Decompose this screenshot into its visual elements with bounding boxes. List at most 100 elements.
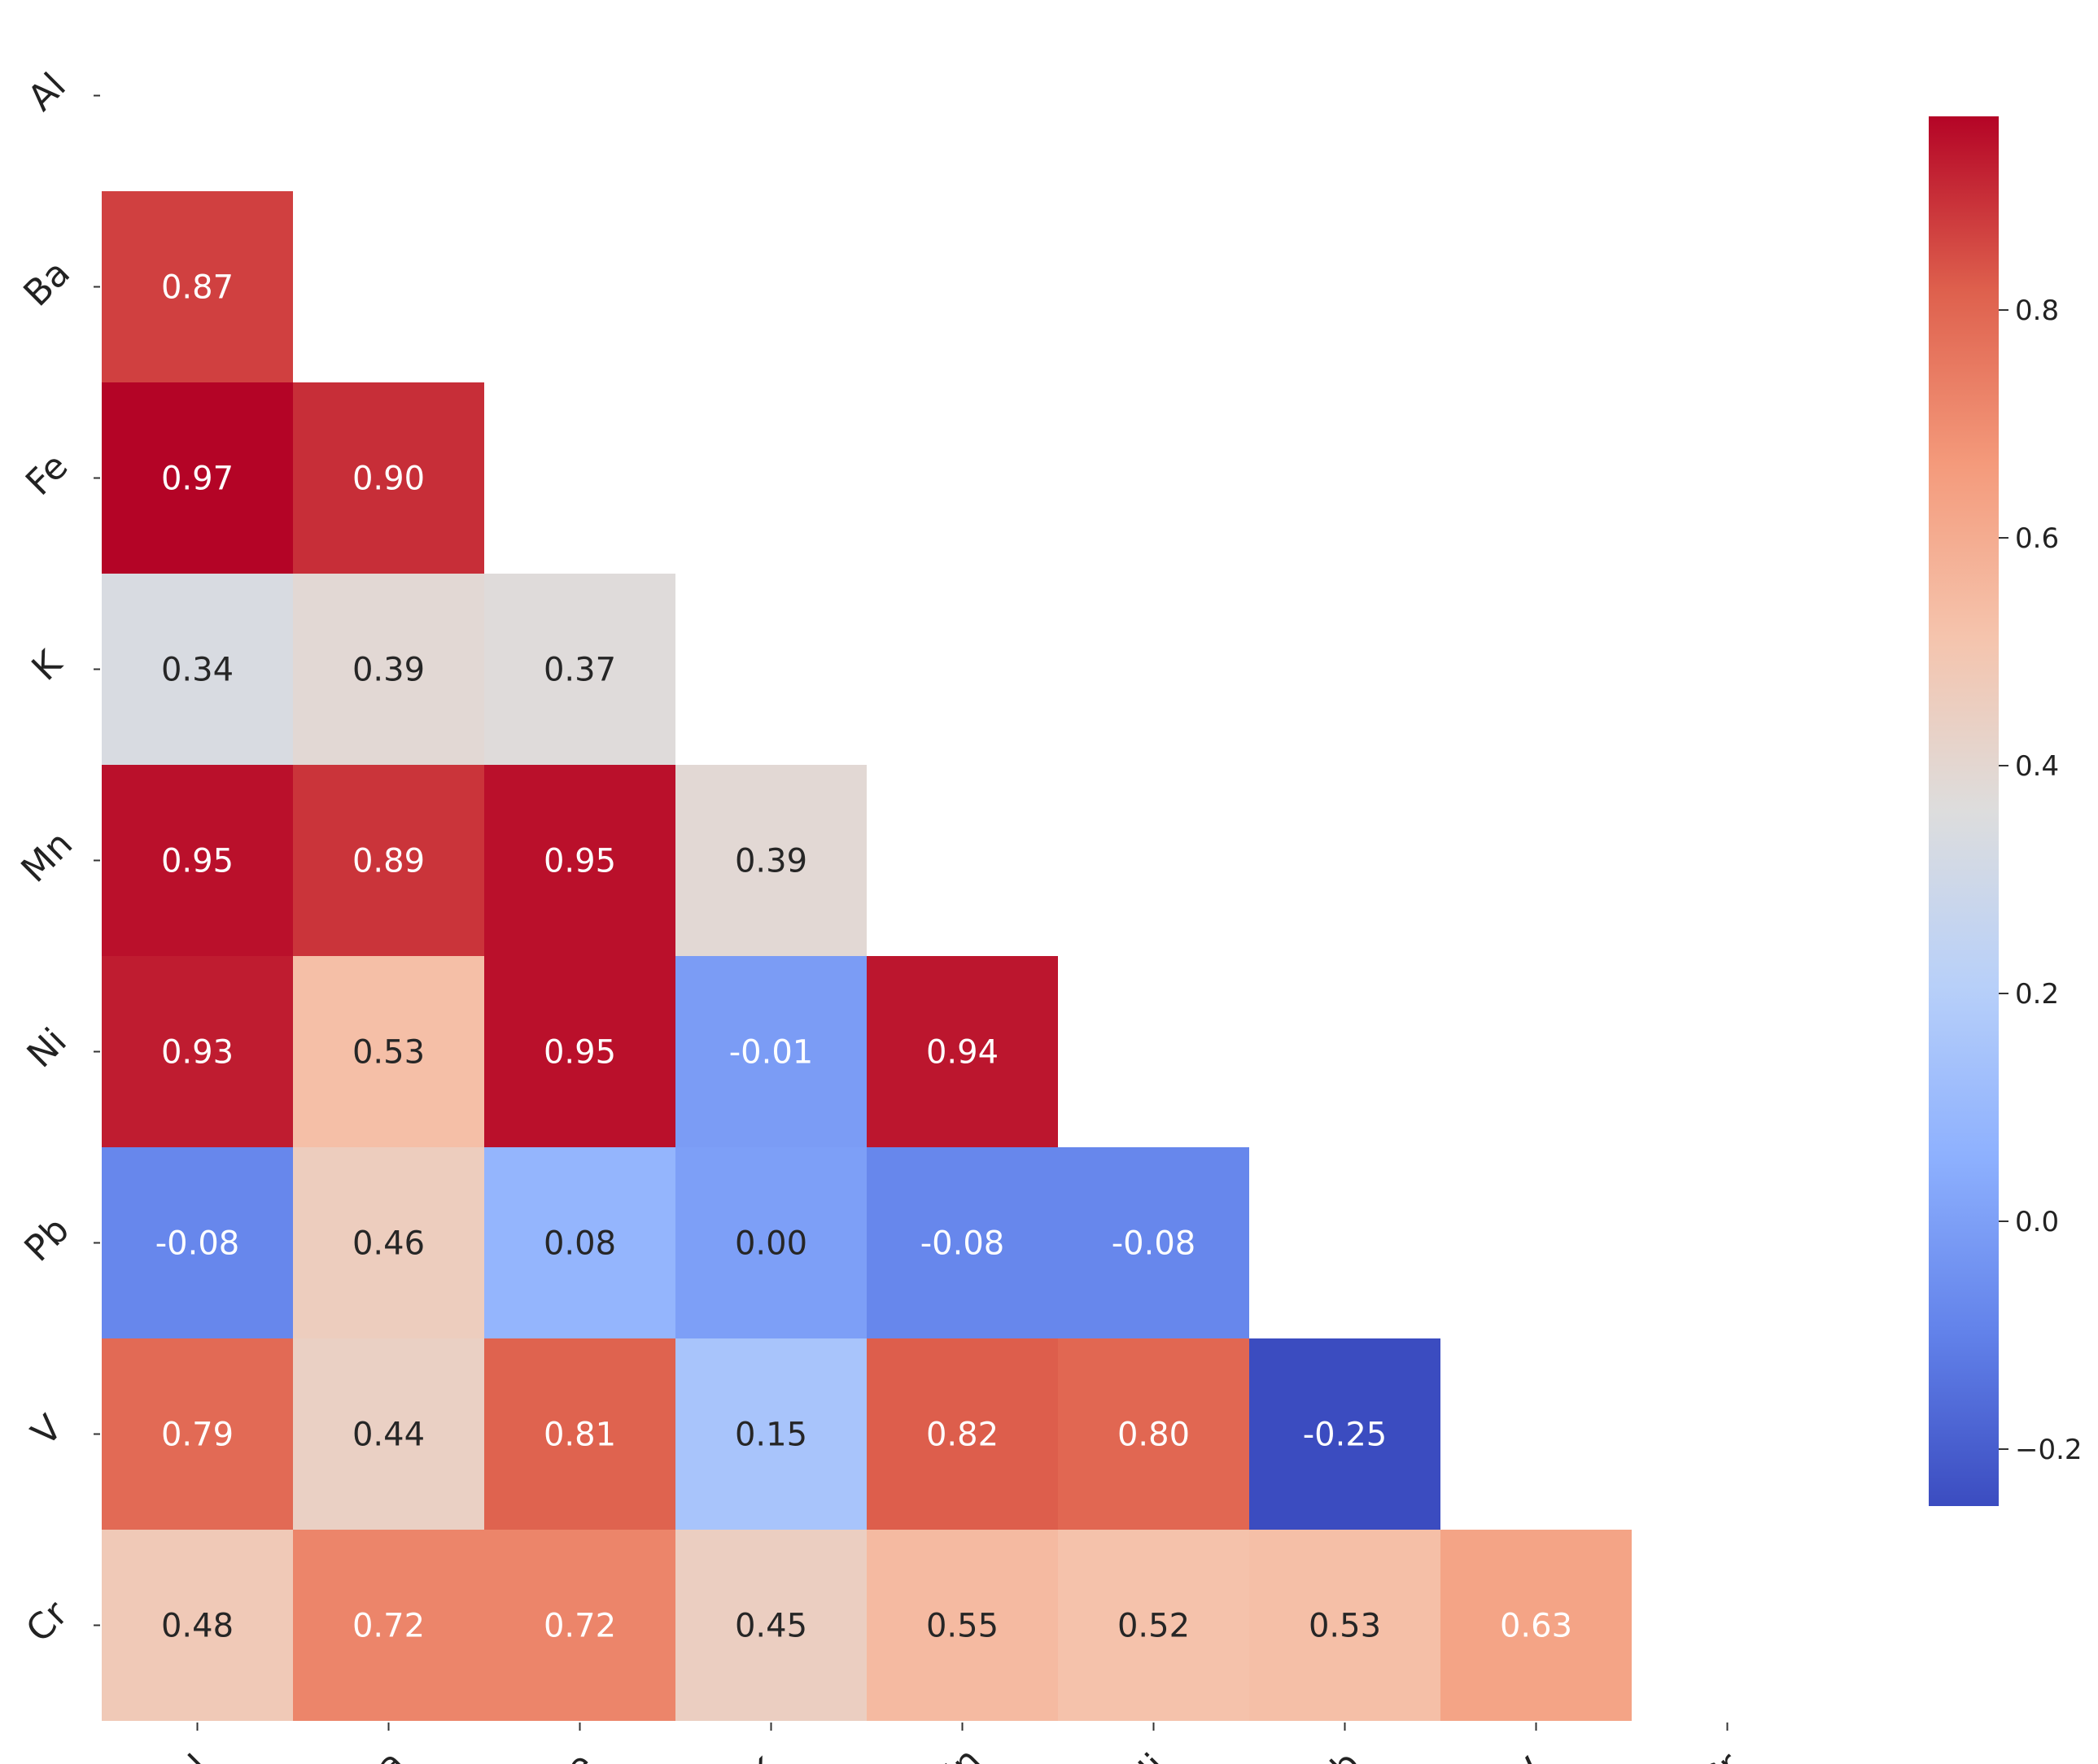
y-axis-ticks: Al Ba Fe K Mn Ni Pb V Cr xyxy=(13,65,100,1651)
y-tick-label-v: V xyxy=(24,1408,70,1454)
cell-value-v-fe: 0.81 xyxy=(544,1417,616,1454)
cell-value-pb-fe: 0.08 xyxy=(544,1225,616,1263)
heatmap-cell-pb-al xyxy=(102,1147,293,1338)
cell-value-v-k: 0.15 xyxy=(735,1417,807,1454)
cell-value-cr-pb: 0.53 xyxy=(1309,1608,1381,1645)
cell-value-v-mn: 0.82 xyxy=(926,1417,999,1454)
cell-value-cr-mn: 0.55 xyxy=(926,1608,999,1645)
heatmap-cell-k-fe xyxy=(484,574,675,765)
cell-value-mn-fe: 0.95 xyxy=(544,843,616,880)
x-tick-label-ni: Ni xyxy=(1119,1746,1174,1764)
heatmap-cell-mn-ba xyxy=(293,765,484,956)
cell-value-v-pb: -0.25 xyxy=(1303,1417,1388,1454)
x-tick-label-v: V xyxy=(1506,1750,1553,1764)
heatmap-cell-k-ba xyxy=(293,574,484,765)
y-tick-label-fe: Fe xyxy=(18,446,76,504)
cell-value-fe-al: 0.97 xyxy=(161,461,234,498)
cell-value-pb-al: -0.08 xyxy=(155,1225,240,1263)
colorbar-tick-label-0_2: 0.2 xyxy=(2015,978,2059,1011)
cell-value-ni-ba: 0.53 xyxy=(352,1034,425,1072)
cell-value-cr-ba: 0.72 xyxy=(352,1608,425,1645)
heatmap-cell-cr-ni xyxy=(1058,1530,1249,1721)
x-tick-label-ba: Ba xyxy=(351,1743,413,1764)
cell-value-k-fe: 0.37 xyxy=(544,652,616,689)
heatmap-cell-cr-ba xyxy=(293,1530,484,1721)
heatmap-cell-fe-al xyxy=(102,382,293,574)
cell-value-ni-fe: 0.95 xyxy=(544,1034,616,1072)
cell-value-ba-al: 0.87 xyxy=(161,269,234,307)
cell-value-cr-al: 0.48 xyxy=(161,1608,234,1645)
colorbar-tick-label-neg0_2: −0.2 xyxy=(2015,1434,2083,1466)
heatmap-cell-cr-fe xyxy=(484,1530,675,1721)
x-axis-ticks: Al Ba Fe K Mn Ni Pb V Cr xyxy=(164,1723,1750,1764)
cell-value-pb-ni: -0.08 xyxy=(1112,1225,1196,1263)
heatmap-cell-pb-fe xyxy=(484,1147,675,1338)
colorbar-tick-label-0_4: 0.4 xyxy=(2015,750,2059,783)
cell-value-cr-ni: 0.52 xyxy=(1117,1608,1190,1645)
heatmap-cell-ba-al xyxy=(102,191,293,382)
heatmap-cell-v-al xyxy=(102,1338,293,1530)
colorbar: −0.2 0.0 0.2 0.4 0.6 0.8 xyxy=(1929,116,2083,1506)
heatmap-cell-ni-al xyxy=(102,956,293,1147)
heatmap-cell-mn-al xyxy=(102,765,293,956)
cell-value-v-al: 0.79 xyxy=(161,1417,234,1454)
x-tick-label-fe: Fe xyxy=(544,1744,602,1764)
x-tick-label-cr: Cr xyxy=(1692,1744,1750,1764)
heatmap-cell-v-k xyxy=(675,1338,867,1530)
heatmap-cell-v-pb xyxy=(1249,1338,1440,1530)
y-tick-label-k: K xyxy=(24,642,71,688)
cell-value-k-al: 0.34 xyxy=(161,652,234,689)
cell-value-cr-k: 0.45 xyxy=(735,1608,807,1645)
heatmap-cell-cr-k xyxy=(675,1530,867,1721)
x-tick-label-al: Al xyxy=(164,1747,217,1764)
cell-value-pb-mn: -0.08 xyxy=(920,1225,1005,1263)
heatmap-cell-cr-al xyxy=(102,1530,293,1721)
heatmap-cell-ni-k xyxy=(675,956,867,1147)
heatmap-cell-pb-ni xyxy=(1058,1147,1249,1338)
heatmap-cell-v-ba xyxy=(293,1338,484,1530)
y-tick-label-pb: Pb xyxy=(16,1209,77,1270)
heatmap-cell-ni-fe xyxy=(484,956,675,1147)
heatmap-cell-v-ni xyxy=(1058,1338,1249,1530)
cell-value-mn-ba: 0.89 xyxy=(352,843,425,880)
heatmap-cell-cr-pb xyxy=(1249,1530,1440,1721)
colorbar-tick-label-0_6: 0.6 xyxy=(2015,522,2059,555)
cell-value-k-ba: 0.39 xyxy=(352,652,425,689)
colorbar-tick-label-0: 0.0 xyxy=(2015,1206,2059,1238)
cell-value-pb-ba: 0.46 xyxy=(352,1225,425,1263)
cell-value-v-ba: 0.44 xyxy=(352,1417,425,1454)
y-tick-label-ni: Ni xyxy=(20,1020,75,1076)
heatmap-cell-pb-ba xyxy=(293,1147,484,1338)
y-tick-label-ba: Ba xyxy=(16,252,78,314)
heatmap-cell-k-al xyxy=(102,574,293,765)
cell-value-pb-k: 0.00 xyxy=(735,1225,807,1263)
cell-value-fe-ba: 0.90 xyxy=(352,461,425,498)
cell-value-v-ni: 0.80 xyxy=(1117,1417,1190,1454)
cell-value-mn-k: 0.39 xyxy=(735,843,807,880)
cell-value-ni-k: -0.01 xyxy=(729,1034,814,1072)
heatmap-cell-ni-mn xyxy=(867,956,1058,1147)
heatmap-cell-mn-fe xyxy=(484,765,675,956)
heatmap-cell-cr-v xyxy=(1440,1530,1632,1721)
heatmap-cell-fe-ba xyxy=(293,382,484,574)
y-tick-label-al: Al xyxy=(20,65,74,119)
heatmap-cell-ni-ba xyxy=(293,956,484,1147)
x-tick-label-mn: Mn xyxy=(922,1740,990,1764)
heatmap-cell-v-mn xyxy=(867,1338,1058,1530)
y-tick-label-mn: Mn xyxy=(13,823,81,891)
x-tick-label-pb: Pb xyxy=(1308,1743,1369,1764)
heatmap-cell-pb-mn xyxy=(867,1147,1058,1338)
heatmap-cell-mn-k xyxy=(675,765,867,956)
x-tick-label-k: K xyxy=(741,1750,788,1764)
colorbar-gradient xyxy=(1929,116,1999,1506)
cell-value-ni-mn: 0.94 xyxy=(926,1034,999,1072)
colorbar-tick-label-0_8: 0.8 xyxy=(2015,295,2059,327)
cell-value-ni-al: 0.93 xyxy=(161,1034,234,1072)
heatmap-cell-labels: 0.87 0.97 0.90 0.34 0.39 0.37 0.95 0.89 0.95 0.39… xyxy=(155,269,1572,1645)
cell-value-cr-fe: 0.72 xyxy=(544,1608,616,1645)
heatmap-cell-pb-k xyxy=(675,1147,867,1338)
heatmap-cell-v-fe xyxy=(484,1338,675,1530)
y-tick-label-cr: Cr xyxy=(18,1592,76,1650)
heatmap-cell-cr-mn xyxy=(867,1530,1058,1721)
